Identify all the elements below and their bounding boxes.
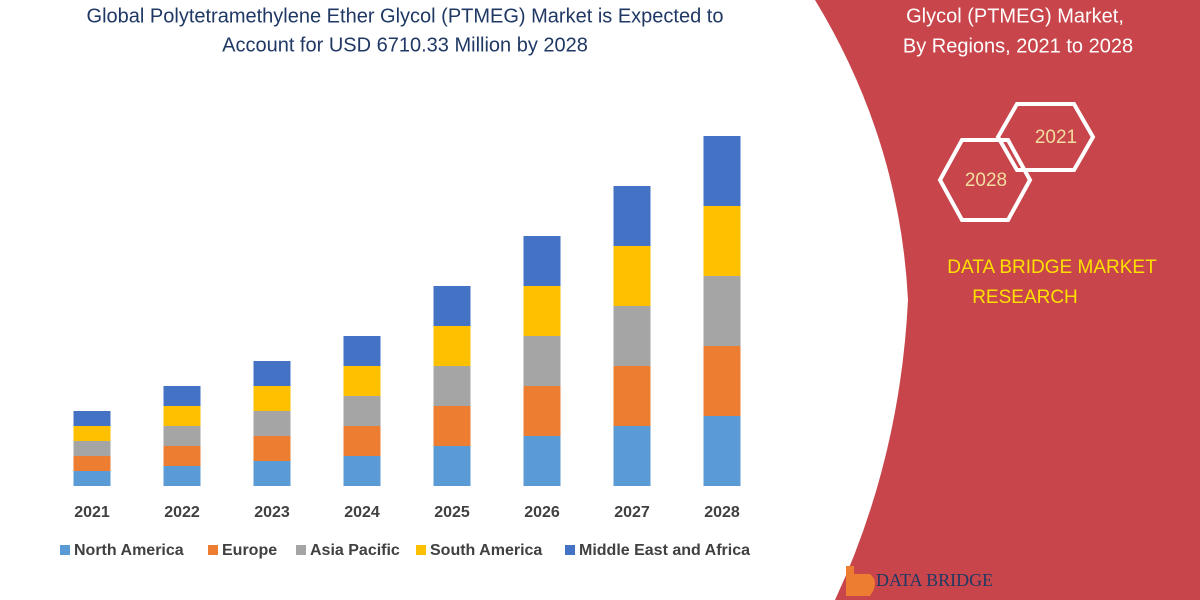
bar-segment <box>73 456 111 471</box>
x-tick-label: 2024 <box>344 504 380 521</box>
bar-segment <box>343 336 381 366</box>
logo-icon <box>846 566 875 596</box>
legend-label: North America <box>74 542 184 559</box>
logo-text: DATA BRIDGE <box>876 570 993 590</box>
x-tick-label: 2022 <box>164 504 200 521</box>
x-tick-label: 2027 <box>614 504 650 521</box>
legend-label: Middle East and Africa <box>579 542 750 559</box>
legend-swatch <box>416 545 426 555</box>
legend-label: Asia Pacific <box>310 542 400 559</box>
bar-segment <box>343 456 381 486</box>
x-tick-label: 2026 <box>524 504 560 521</box>
side-panel <box>815 0 1200 600</box>
bar-segment <box>163 466 201 486</box>
bar-segment <box>613 186 651 246</box>
legend-label: Europe <box>222 542 277 559</box>
bar-segment <box>163 386 201 406</box>
bar-segment <box>73 426 111 441</box>
bar-segment <box>703 346 741 416</box>
bar-segment <box>253 436 291 461</box>
x-tick-label: 2021 <box>74 504 110 521</box>
bar-segment <box>163 446 201 466</box>
bar-segment <box>613 306 651 366</box>
legend-swatch <box>565 545 575 555</box>
bar-segment <box>433 366 471 406</box>
bar-segment <box>163 406 201 426</box>
bar-segment <box>613 426 651 486</box>
x-tick-label: 2028 <box>704 504 740 521</box>
bar-segment <box>163 426 201 446</box>
chart-title: Account for USD 6710.33 Million by 2028 <box>222 34 588 56</box>
bar-segment <box>703 416 741 486</box>
bar-segment <box>343 426 381 456</box>
bar-segment <box>523 336 561 386</box>
hexagon-label: 2028 <box>965 170 1007 191</box>
hexagon-label: 2021 <box>1035 127 1077 148</box>
bar-segment <box>433 326 471 366</box>
panel-subtitle: By Regions, 2021 to 2028 <box>903 35 1133 57</box>
legend-swatch <box>60 545 70 555</box>
bar-segment <box>613 246 651 306</box>
bar-segment <box>703 206 741 276</box>
brand-text: DATA BRIDGE MARKET <box>947 257 1157 278</box>
bar-segment <box>253 361 291 386</box>
bar-segment <box>523 236 561 286</box>
x-tick-label: 2023 <box>254 504 290 521</box>
legend-swatch <box>296 545 306 555</box>
bar-segment <box>73 411 111 426</box>
bar-segment <box>433 406 471 446</box>
hexagon <box>937 138 1033 222</box>
chart-title: Global Polytetramethylene Ether Glycol (… <box>87 5 724 27</box>
panel-subtitle: Glycol (PTMEG) Market, <box>906 5 1124 27</box>
bar-segment <box>253 411 291 436</box>
bar-segment <box>613 366 651 426</box>
bar-segment <box>523 436 561 486</box>
bar-segment <box>343 366 381 396</box>
bar-segment <box>253 386 291 411</box>
legend-swatch <box>208 545 218 555</box>
legend-label: South America <box>430 542 542 559</box>
bar-segment <box>343 396 381 426</box>
hexagon <box>995 102 1096 172</box>
bar-segment <box>73 441 111 456</box>
x-tick-label: 2025 <box>434 504 470 521</box>
bar-segment <box>703 276 741 346</box>
bar-segment <box>433 286 471 326</box>
bar-segment <box>253 461 291 486</box>
bar-segment <box>703 136 741 206</box>
bar-segment <box>433 446 471 486</box>
bar-segment <box>73 471 111 486</box>
brand-text: RESEARCH <box>972 287 1078 308</box>
bar-segment <box>523 386 561 436</box>
bar-segment <box>523 286 561 336</box>
